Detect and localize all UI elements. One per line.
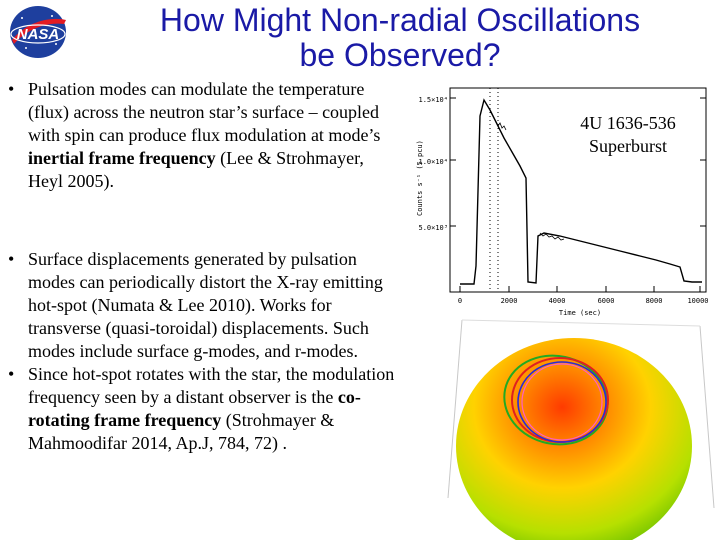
- bullet-item-1: • Pulsation modes can modulate the tempe…: [8, 78, 403, 193]
- bullet-text-part: Since hot-spot rotates with the star, th…: [28, 364, 395, 407]
- bullet-text-part: (Lee & Strohmayer, Heyl 2005).: [28, 148, 364, 191]
- x-tick-label: 2000: [501, 297, 518, 305]
- bullet-text-part: Pulsation modes can modulate the tempera…: [28, 79, 381, 145]
- bullet-text-part: (Strohmayer & Mahmoodifar 2014, Ap.J, 78…: [28, 410, 335, 453]
- x-tick-label: 10000: [687, 297, 708, 305]
- nasa-logo: NASA: [10, 6, 66, 58]
- bullet-text-bold: inertial frame frequency: [28, 148, 216, 168]
- title-line-1: How Might Non-radial Oscillations: [159, 2, 641, 38]
- bullet-marker: •: [8, 79, 15, 99]
- light-curve-plot: 1.5×10⁴ 1.0×10⁴ 5.0×10³ Counts s⁻¹ (5 pc…: [416, 87, 709, 317]
- bullet-item-3: • Since hot-spot rotates with the star, …: [8, 363, 403, 455]
- bullet-text: Surface displacements generated by pulsa…: [28, 249, 383, 361]
- annotation-line-1: 4U 1636-536: [580, 113, 676, 133]
- plot-annotation: 4U 1636-536 Superburst: [548, 112, 708, 158]
- y-tick-label: 5.0×10³: [418, 224, 448, 232]
- x-tick-label: 8000: [646, 297, 663, 305]
- x-tick-label: 4000: [549, 297, 566, 305]
- bullet-block-2: • Surface displacements generated by pul…: [8, 248, 403, 455]
- x-tick-label: 0: [458, 297, 462, 305]
- bullet-marker: •: [8, 364, 15, 384]
- bullet-text: Since hot-spot rotates with the star, th…: [28, 364, 394, 453]
- y-tick-label: 1.5×10⁴: [418, 96, 448, 104]
- bullet-block-1: • Pulsation modes can modulate the tempe…: [8, 78, 403, 193]
- y-axis-label: Counts s⁻¹ (5 pcu): [416, 140, 424, 216]
- x-axis-label: Time (sec): [559, 309, 601, 317]
- bullet-marker: •: [8, 249, 15, 269]
- neutron-star-sphere: [447, 319, 715, 540]
- title-line-2: be Observed?: [299, 37, 501, 73]
- annotation-line-2: Superburst: [589, 136, 667, 156]
- bullet-item-2: • Surface displacements generated by pul…: [8, 248, 403, 363]
- bullet-text: Pulsation modes can modulate the tempera…: [28, 79, 380, 191]
- y-tick-label: 1.0×10⁴: [418, 158, 448, 166]
- bullet-text-bold: co-rotating frame frequency: [28, 387, 361, 430]
- slide-title: How Might Non-radial Oscillations be Obs…: [80, 3, 720, 73]
- nasa-logo-text: NASA: [17, 26, 60, 43]
- x-tick-label: 6000: [598, 297, 615, 305]
